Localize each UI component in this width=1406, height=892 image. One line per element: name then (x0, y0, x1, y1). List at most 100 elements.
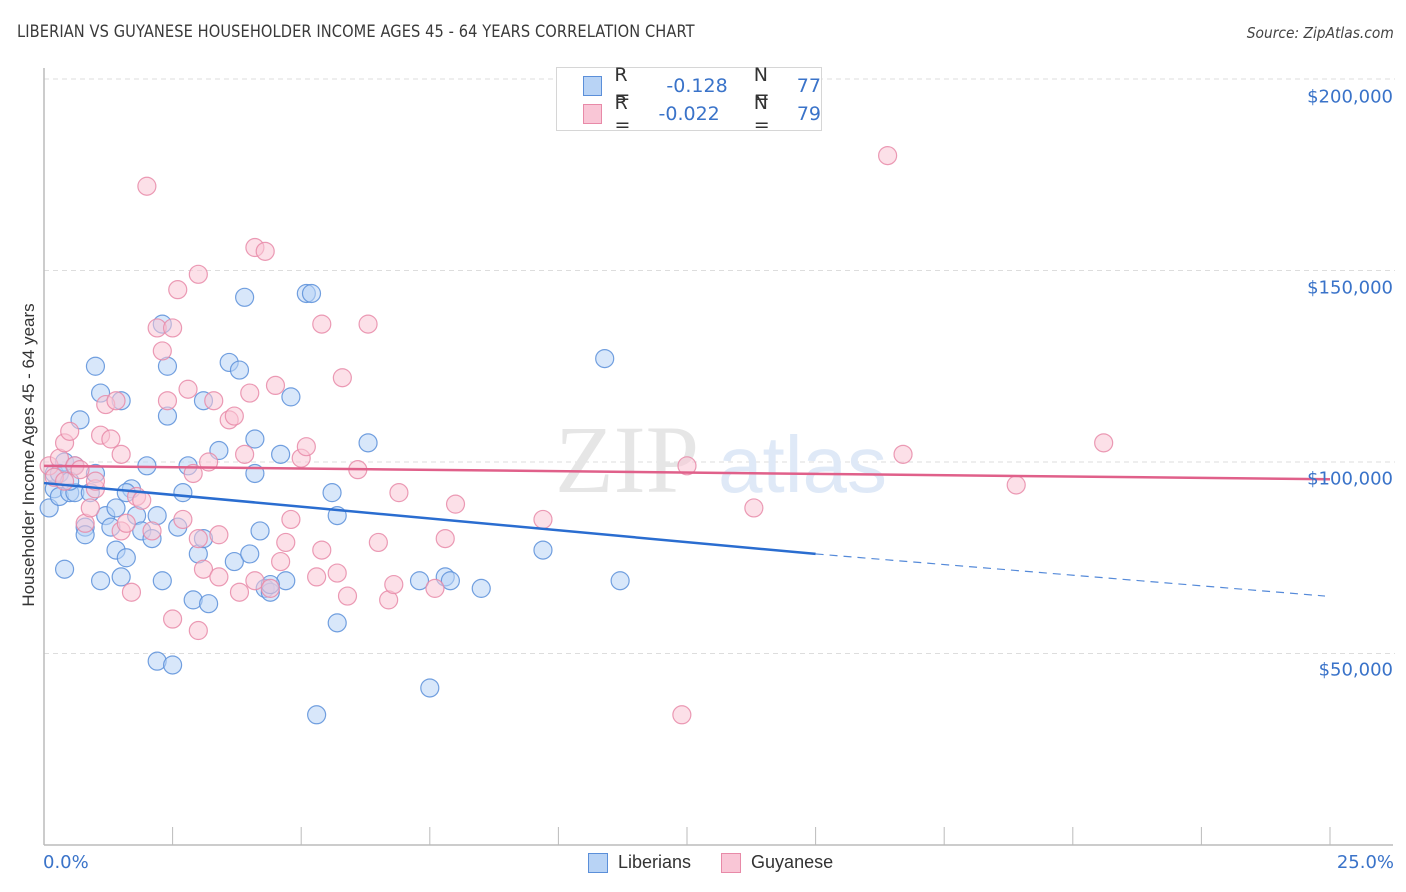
data-point (471, 578, 491, 598)
data-point (533, 509, 553, 530)
data-point (106, 498, 126, 518)
data-point (188, 264, 208, 284)
data-point (101, 429, 121, 449)
data-point (163, 609, 183, 629)
data-point (235, 287, 255, 307)
data-point (229, 360, 250, 380)
data-point (60, 421, 80, 441)
data-point (157, 391, 178, 411)
data-point (116, 548, 136, 568)
y-tick-200000: $200,000 (1307, 86, 1393, 108)
y-tick-150000: $150,000 (1307, 277, 1393, 299)
data-point (445, 494, 466, 514)
gridlines (44, 78, 1395, 654)
data-point (173, 509, 193, 530)
data-point (672, 705, 692, 725)
svg-text:ZIP: ZIP (555, 406, 699, 513)
data-point (312, 314, 332, 334)
data-point (173, 483, 193, 503)
data-point (595, 348, 615, 369)
data-point (240, 383, 260, 403)
data-point (70, 460, 90, 480)
legend-item-liberians[interactable]: Liberians (588, 852, 691, 873)
data-point (80, 498, 100, 518)
data-point (327, 563, 347, 583)
y-tick-50000: $50,000 (1318, 659, 1393, 681)
trend-lines (43, 464, 1331, 597)
data-point (265, 375, 286, 395)
data-point (384, 574, 404, 595)
data-point (116, 513, 136, 533)
data-point (85, 471, 106, 491)
data-point (301, 283, 322, 304)
data-point (425, 578, 445, 598)
data-point (368, 532, 388, 553)
data-point (281, 387, 301, 407)
data-point (85, 356, 106, 376)
legend-row-guyanese: R = -0.022 N = 79 (583, 92, 821, 136)
data-point (224, 406, 244, 426)
legend-label: Liberians (618, 852, 692, 872)
data-point (132, 490, 152, 510)
legend-item-guyanese[interactable]: Guyanese (721, 852, 833, 873)
n-label: N = (753, 92, 770, 136)
data-point (111, 444, 131, 464)
legend-row-liberians: R = -0.128 N = 77 (583, 64, 821, 108)
data-point (188, 528, 208, 549)
guyanese-swatch (583, 104, 603, 124)
liberians-points (39, 283, 630, 725)
data-point (183, 463, 203, 484)
data-point (235, 444, 255, 464)
data-point (744, 498, 764, 518)
data-point (224, 551, 244, 572)
data-point (152, 341, 172, 361)
data-point (296, 437, 316, 457)
data-point (312, 540, 332, 560)
data-point (337, 586, 358, 606)
data-point (90, 571, 111, 591)
data-point (204, 391, 224, 411)
r-value: -0.128 (666, 75, 728, 97)
data-point (163, 655, 183, 675)
data-point (358, 314, 378, 334)
data-point (260, 578, 280, 598)
r-label: R = (614, 64, 631, 108)
data-point (409, 571, 430, 591)
data-point (137, 176, 157, 196)
data-point (533, 540, 553, 560)
series-legend: Liberians Guyanese (588, 852, 863, 873)
data-point (54, 471, 75, 491)
liberians-swatch (583, 76, 603, 96)
data-point (893, 444, 913, 464)
r-value: -0.022 (658, 103, 720, 125)
data-point (440, 571, 460, 591)
data-point (209, 567, 229, 587)
data-point (193, 559, 214, 579)
guyanese-points (39, 146, 1114, 725)
data-point (163, 318, 183, 338)
data-point (199, 594, 219, 614)
data-point (240, 544, 260, 564)
data-point (245, 429, 265, 449)
data-point (389, 483, 409, 503)
axes (43, 68, 1393, 846)
data-point (209, 525, 229, 545)
source-label: Source: ZipAtlas.com (1247, 24, 1394, 42)
data-point (1094, 433, 1114, 453)
data-point (322, 483, 342, 503)
data-point (358, 433, 378, 453)
x-tick-min: 0.0% (43, 852, 89, 873)
n-value: 77 (796, 75, 821, 97)
data-point (178, 379, 198, 399)
data-point (229, 582, 250, 602)
data-point (121, 582, 142, 602)
data-point (255, 241, 275, 261)
data-point (610, 571, 630, 591)
data-point (435, 528, 455, 549)
r-label: R = (614, 92, 631, 136)
chart-title: LIBERIAN VS GUYANESE HOUSEHOLDER INCOME … (17, 22, 695, 42)
data-point (168, 280, 188, 300)
data-point (281, 509, 301, 530)
y-tick-100000: $100,000 (1307, 468, 1393, 490)
